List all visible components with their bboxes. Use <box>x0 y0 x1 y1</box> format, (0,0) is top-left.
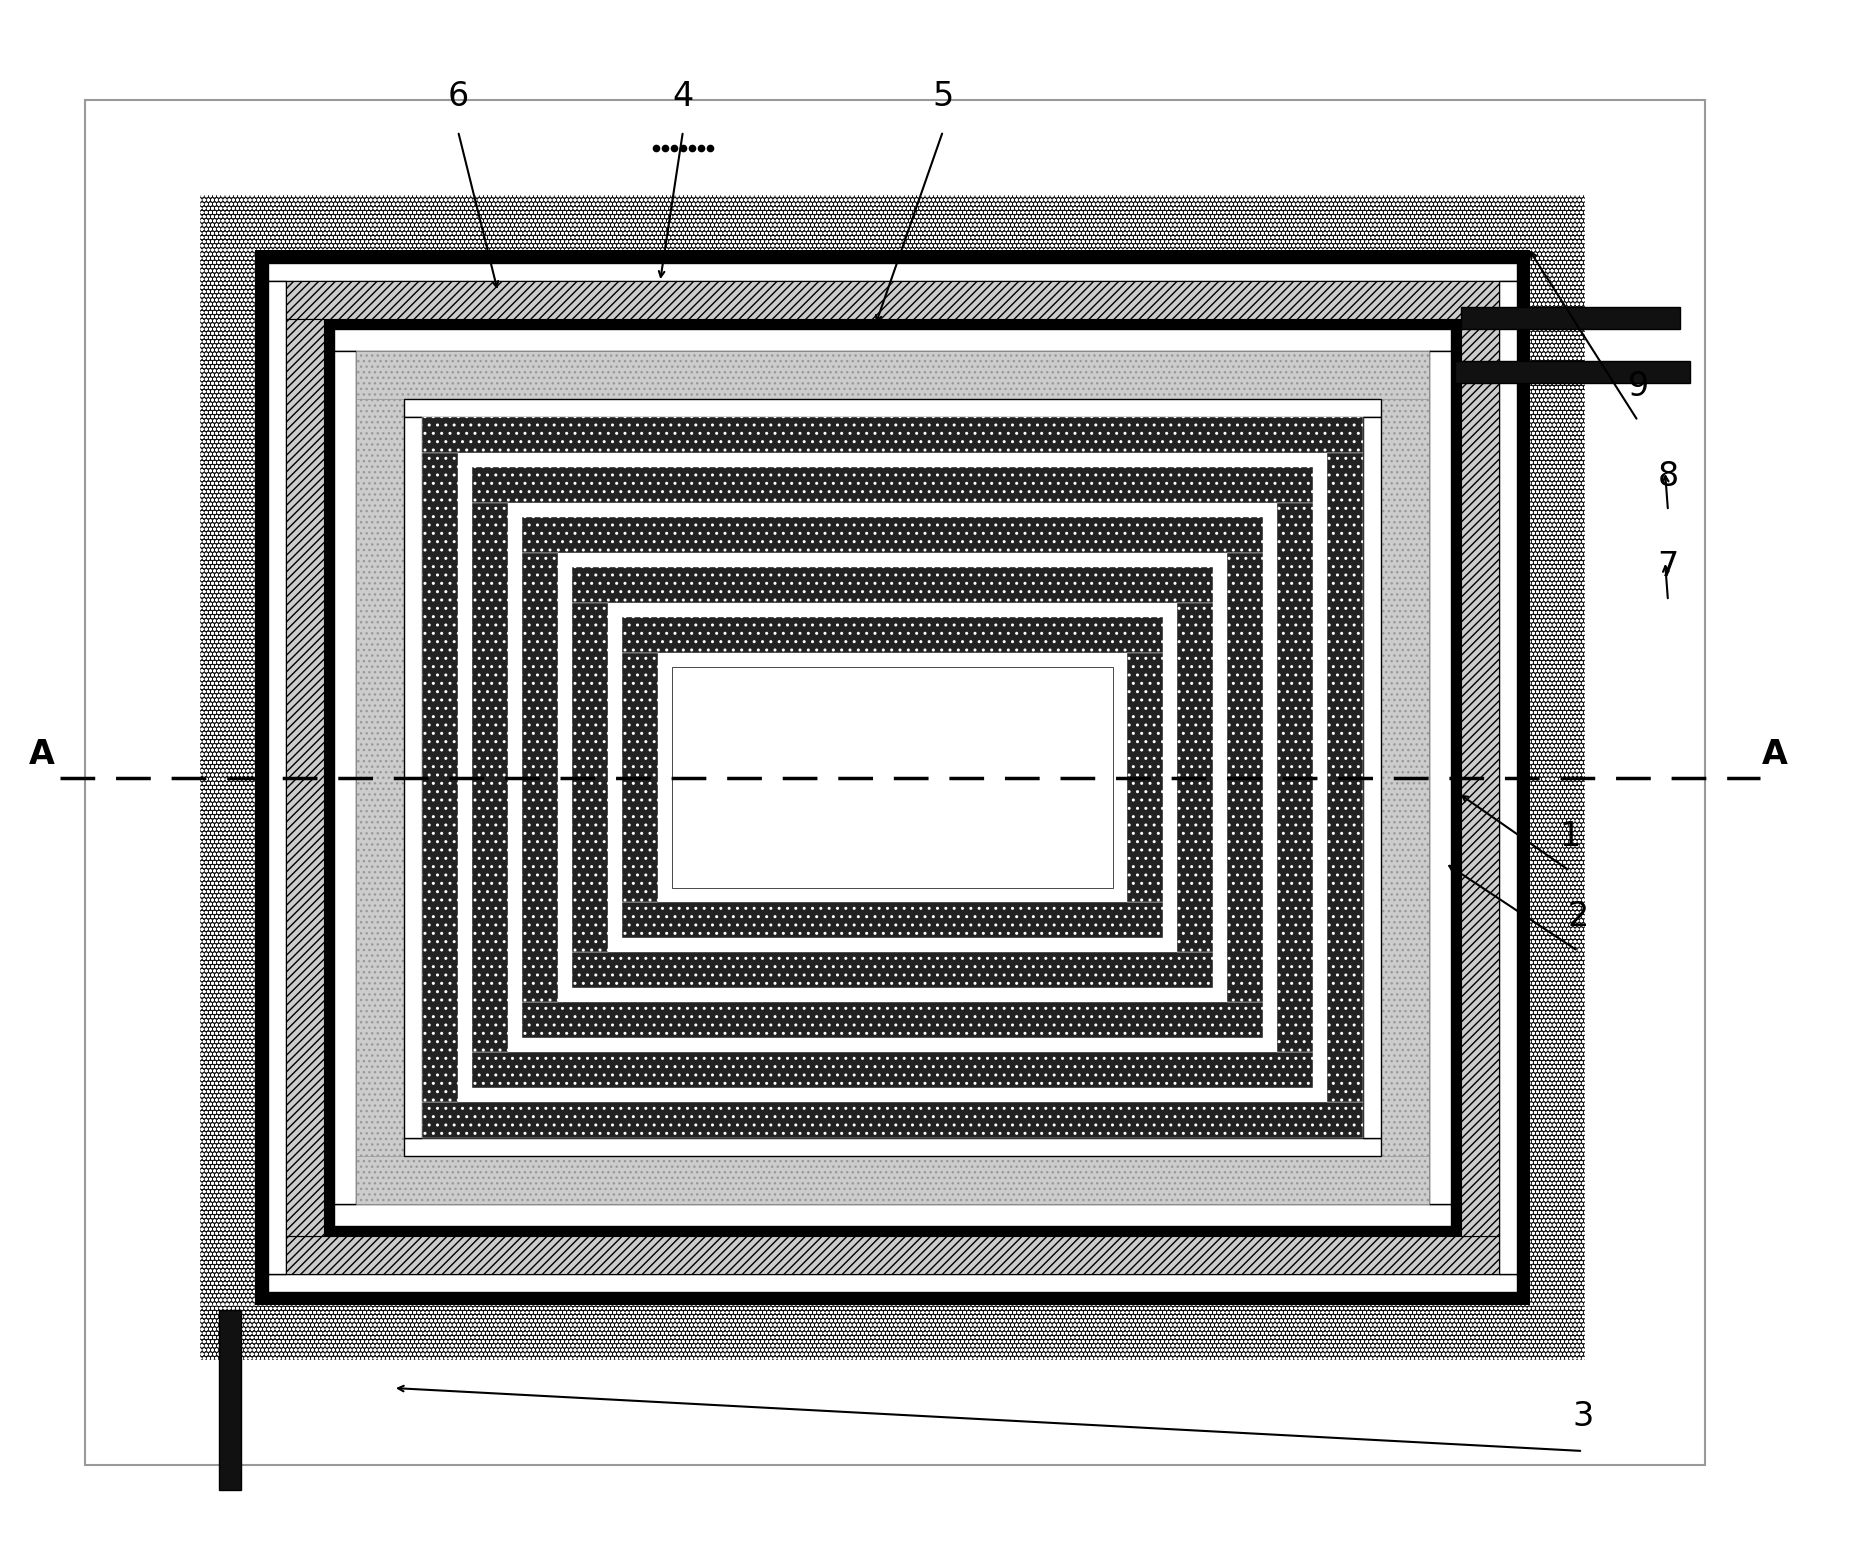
Bar <box>200 194 1586 250</box>
Bar <box>521 1001 1263 1038</box>
Bar <box>1364 417 1380 1139</box>
Text: 3: 3 <box>1573 1400 1593 1433</box>
Bar <box>622 653 658 903</box>
Text: A: A <box>30 739 54 772</box>
Bar <box>1326 454 1364 1102</box>
Bar <box>256 262 267 1291</box>
Text: A: A <box>1762 739 1788 772</box>
Bar <box>572 952 1212 988</box>
Bar <box>323 1227 1461 1236</box>
Bar <box>1517 262 1530 1291</box>
Bar <box>1227 552 1263 1001</box>
Bar <box>403 1139 1380 1156</box>
Bar <box>357 1156 1429 1204</box>
Bar <box>200 194 1586 250</box>
Bar <box>572 603 607 952</box>
Bar <box>286 281 1498 319</box>
Bar <box>473 1052 1313 1088</box>
Bar <box>267 281 286 1275</box>
Bar <box>1380 400 1429 1156</box>
Bar <box>1455 361 1691 383</box>
Bar <box>256 250 1530 262</box>
Bar <box>1278 503 1313 1052</box>
Bar <box>403 400 1380 417</box>
Bar <box>572 566 1212 603</box>
Bar <box>422 454 458 1102</box>
Bar <box>1461 307 1679 329</box>
Bar <box>219 1310 241 1491</box>
Bar <box>256 1291 1530 1305</box>
Bar <box>1451 329 1461 1227</box>
Text: 6: 6 <box>446 80 469 113</box>
Text: 9: 9 <box>1627 370 1649 403</box>
Bar <box>200 1305 1586 1359</box>
Bar <box>267 1275 1517 1291</box>
Text: 1: 1 <box>1560 819 1580 853</box>
Text: 4: 4 <box>672 80 693 113</box>
Bar <box>622 903 1164 938</box>
Bar <box>473 468 1313 503</box>
Bar <box>334 1204 1451 1227</box>
Bar <box>1429 350 1451 1204</box>
Bar <box>422 417 1364 454</box>
Bar <box>1530 250 1586 1305</box>
Bar <box>1461 319 1498 1236</box>
Text: 7: 7 <box>1657 549 1679 583</box>
Bar <box>323 319 1461 329</box>
Bar <box>521 517 1263 552</box>
Bar <box>672 667 1113 889</box>
Bar <box>422 1102 1364 1139</box>
Bar <box>357 400 403 1156</box>
Bar <box>1126 653 1164 903</box>
Text: 8: 8 <box>1657 460 1679 494</box>
Text: 5: 5 <box>932 80 955 113</box>
Bar <box>200 250 256 1305</box>
Bar <box>473 503 508 1052</box>
Bar <box>286 319 323 1236</box>
Text: 2: 2 <box>1567 900 1588 934</box>
Bar <box>286 1236 1498 1275</box>
Bar <box>1498 281 1517 1275</box>
Bar <box>1530 250 1586 1305</box>
Bar <box>622 617 1164 653</box>
Bar <box>1177 603 1212 952</box>
Bar <box>323 329 334 1227</box>
Bar <box>334 350 357 1204</box>
Bar <box>267 262 1517 281</box>
Bar <box>357 350 1429 400</box>
Bar <box>521 552 559 1001</box>
Bar <box>86 100 1705 1464</box>
Bar <box>200 1305 1586 1359</box>
Bar <box>334 329 1451 350</box>
Bar <box>200 250 256 1305</box>
Bar <box>403 417 422 1139</box>
